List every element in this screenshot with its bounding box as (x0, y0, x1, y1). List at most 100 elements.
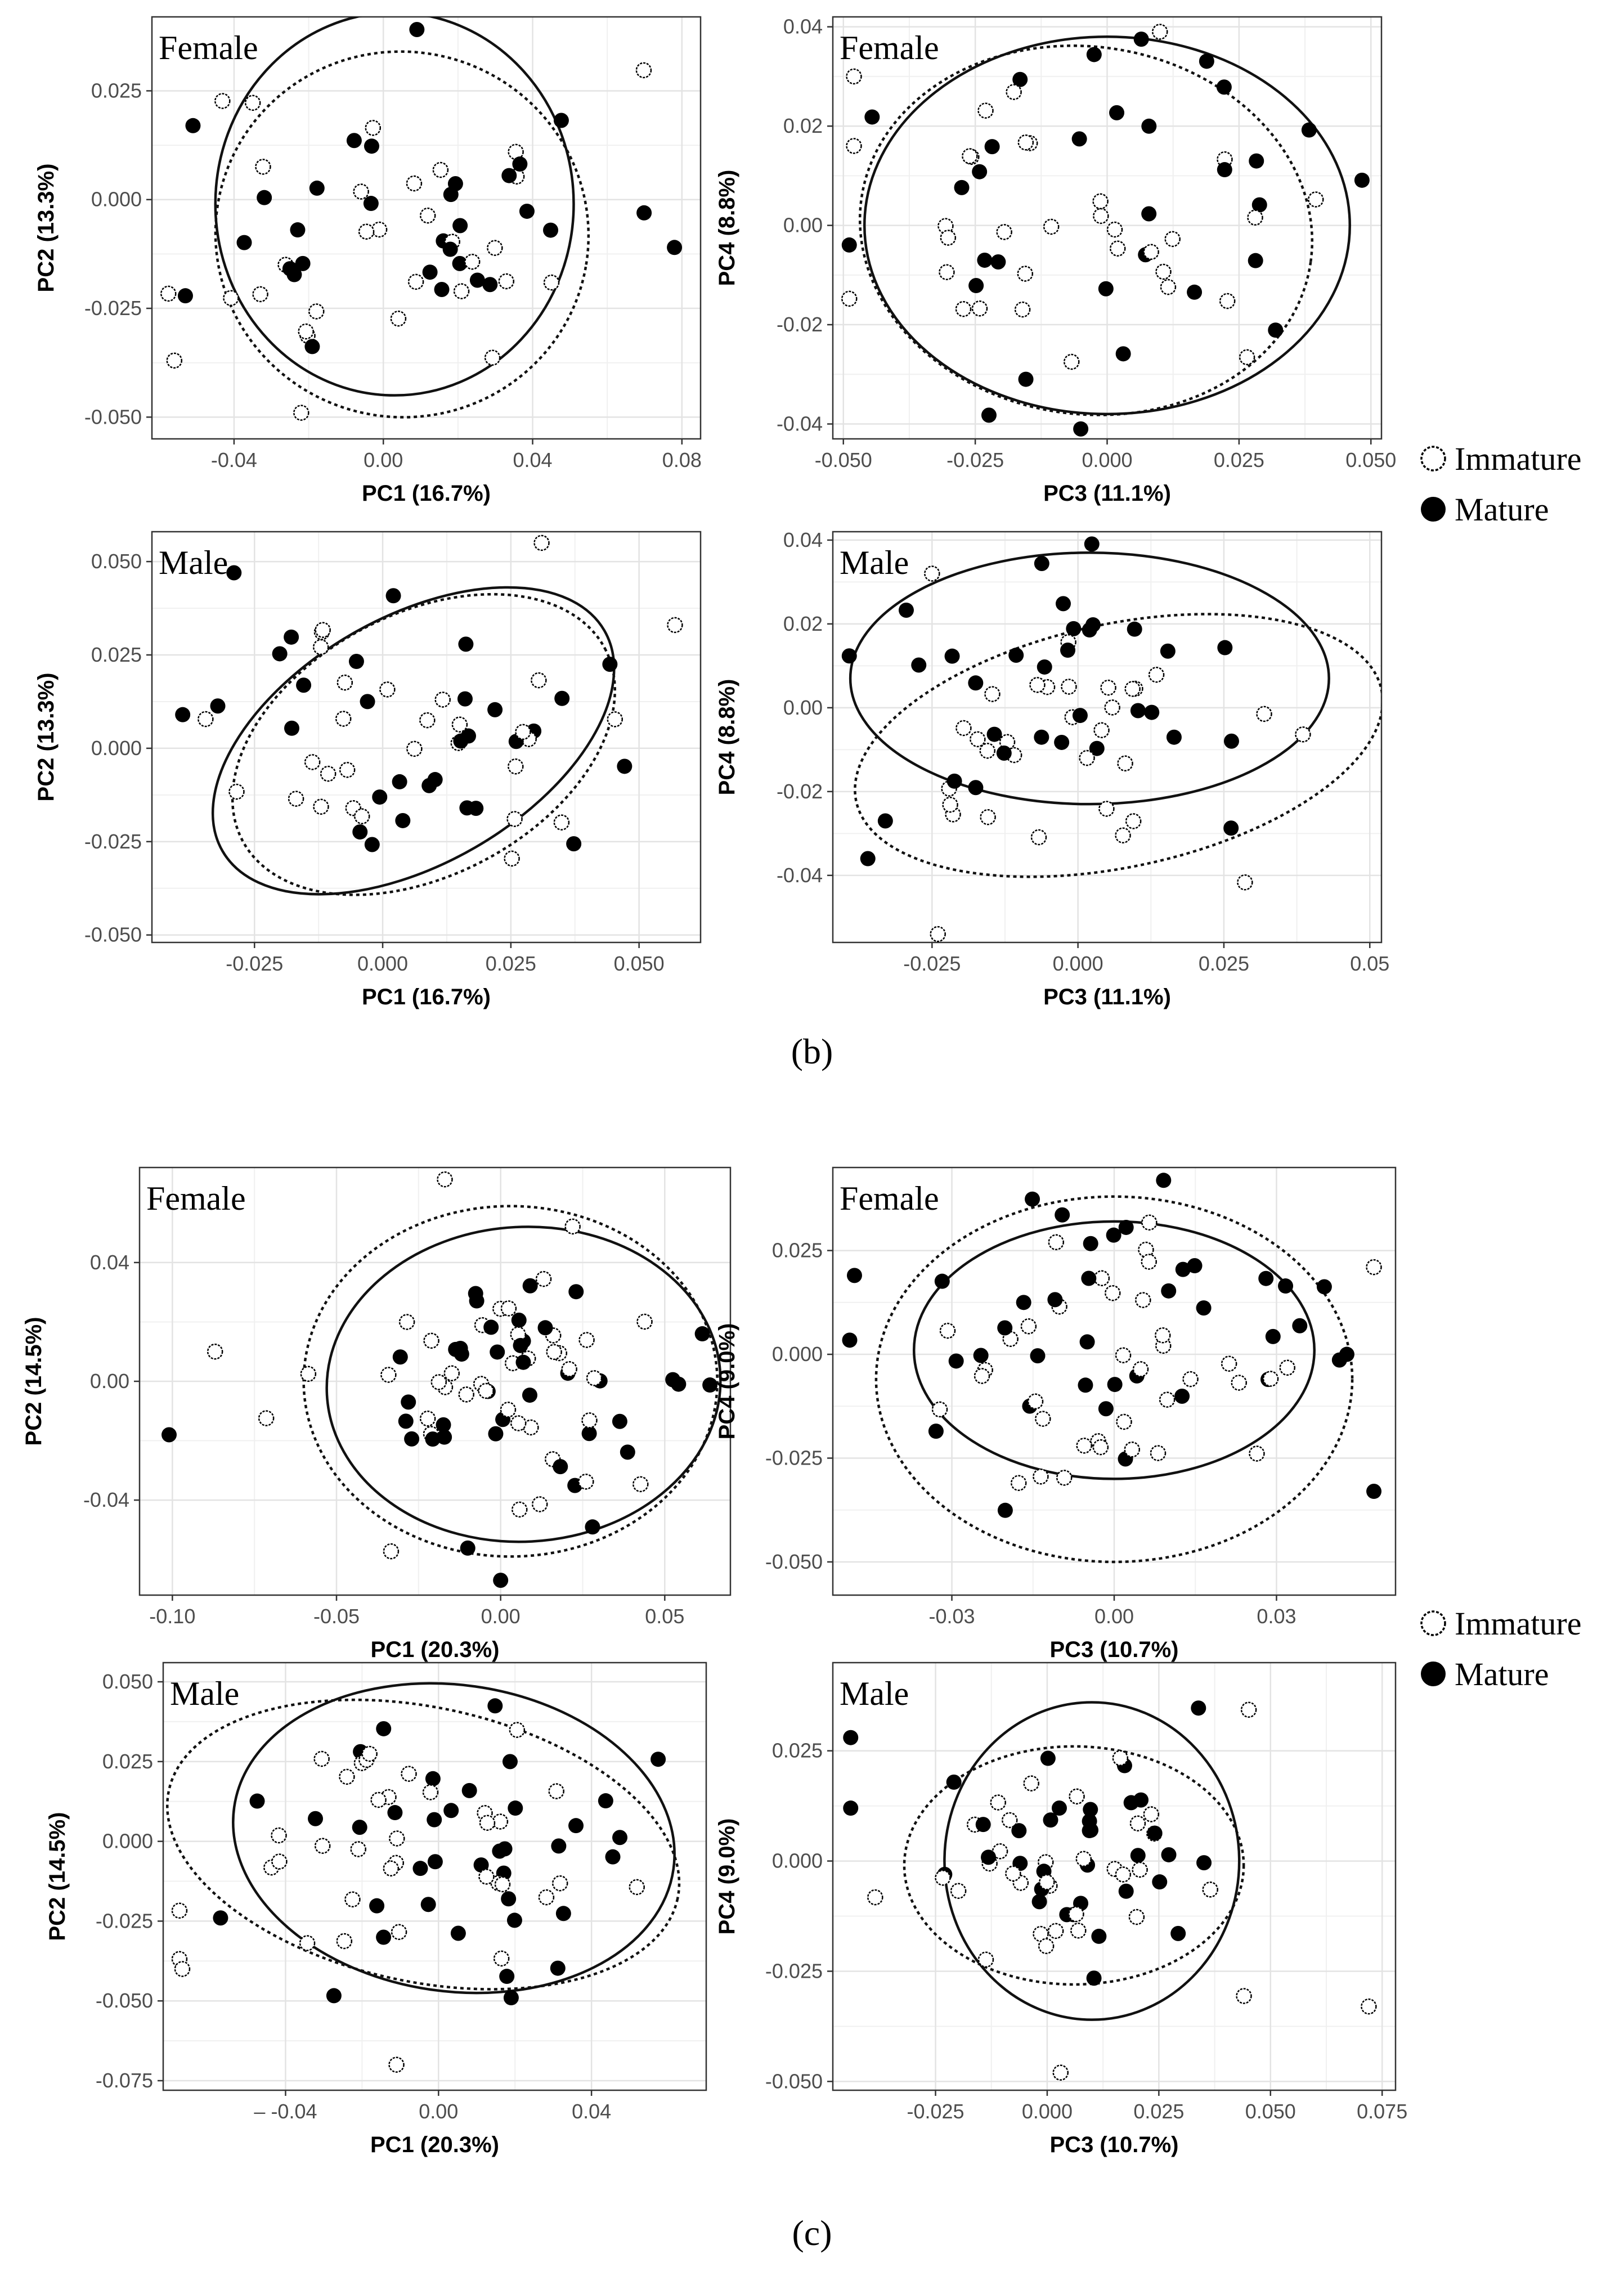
y-tick-label: 0.025 (102, 1750, 153, 1773)
y-tick-label: -0.025 (765, 1959, 823, 1982)
point-immature (464, 254, 481, 270)
point-immature (223, 290, 239, 307)
y-tick-label: -0.02 (777, 313, 823, 336)
point-immature (1043, 218, 1060, 235)
point-immature (1124, 1441, 1141, 1458)
point-mature (846, 1268, 862, 1283)
point-immature (406, 740, 423, 757)
point-immature (1132, 1361, 1149, 1377)
x-tick-label: 0.050 (1245, 2100, 1296, 2123)
point-mature (702, 1377, 718, 1393)
point-immature (939, 264, 955, 280)
point-mature (911, 657, 927, 673)
point-mature (1144, 704, 1160, 720)
point-immature (531, 1496, 548, 1512)
point-mature (553, 1459, 568, 1475)
point-immature (493, 1950, 510, 1967)
point-immature (1109, 240, 1126, 257)
x-axis-label: PC1 (16.7%) (362, 481, 491, 506)
y-tick-label: 0.02 (783, 612, 823, 635)
point-mature (1047, 1292, 1063, 1308)
ellipse-mature (211, 586, 616, 896)
point-immature (1125, 813, 1142, 829)
point-mature (1278, 1278, 1294, 1294)
point-immature (437, 1171, 453, 1188)
point-mature (1083, 1236, 1098, 1251)
point-immature (370, 1791, 387, 1808)
y-tick-label: 0.025 (772, 1739, 823, 1762)
point-mature (1152, 1874, 1168, 1890)
x-tick-label: 0.00 (419, 2100, 458, 2123)
point-mature (1223, 820, 1239, 836)
chart-female-pc3-pc4-c: -0.03 0.00 0.03 -0.050 -0.025 0.000 0.025 PC3 (… (715, 1166, 1397, 1662)
point-mature (581, 1426, 597, 1442)
point-immature (314, 1838, 331, 1854)
ellipse-immature (231, 592, 616, 896)
point-immature (531, 672, 547, 689)
point-immature (423, 1332, 439, 1349)
point-immature (1115, 827, 1131, 843)
point-mature (568, 1818, 584, 1834)
point-immature (1027, 1393, 1044, 1409)
point-mature (996, 745, 1012, 761)
point-immature (581, 1412, 598, 1429)
point-immature (494, 1876, 511, 1893)
chart-female-pc1-pc2-c: -0.10 -0.05 0.00 0.05 -0.04 0.00 0.04 PC1 (20.3… (21, 1166, 732, 1662)
point-immature (380, 1367, 397, 1383)
point-immature (207, 1343, 223, 1360)
point-mature (284, 720, 299, 736)
point-immature (508, 758, 524, 775)
point-mature (473, 1857, 489, 1873)
point-mature (348, 654, 364, 670)
point-immature (846, 68, 862, 85)
point-mature (1025, 1191, 1040, 1207)
point-mature (412, 1861, 428, 1876)
point-mature (1115, 346, 1131, 362)
point-mature (553, 113, 569, 128)
point-mature (427, 1854, 443, 1870)
point-immature (484, 349, 501, 366)
point-mature (161, 1427, 177, 1443)
point-immature (492, 1813, 509, 1830)
point-immature (365, 120, 382, 136)
point-mature (1083, 1802, 1098, 1817)
point-mature (249, 1793, 265, 1809)
ellipse-mature (943, 1701, 1241, 2021)
point-immature (1148, 666, 1165, 683)
point-mature (1166, 729, 1182, 745)
ellipse-immature (903, 1745, 1245, 1986)
point-mature (352, 1820, 367, 1835)
point-mature (1011, 1823, 1027, 1839)
point-mature (1141, 118, 1157, 134)
x-tick-label: 0.050 (1345, 448, 1396, 472)
panel-title: Male (840, 544, 909, 581)
point-immature (1017, 134, 1034, 151)
point-immature (1366, 1259, 1382, 1276)
point-mature (515, 1354, 531, 1370)
point-immature (629, 1879, 645, 1896)
point-mature (185, 118, 201, 133)
point-mature (568, 1284, 584, 1300)
point-mature (369, 1898, 385, 1914)
point-immature (304, 754, 321, 770)
point-immature (950, 1883, 967, 1899)
point-immature (632, 1476, 649, 1493)
point-mature (1133, 1792, 1149, 1808)
point-mature (1354, 172, 1370, 188)
data-layer (161, 1171, 722, 1588)
point-immature (320, 765, 337, 782)
point-mature (488, 1426, 504, 1442)
x-tick-label: 0.025 (1199, 952, 1249, 975)
point-mature (376, 1721, 392, 1736)
point-immature (358, 223, 375, 240)
point-mature (1118, 1219, 1134, 1235)
legend-immature-label-c: Immature (1455, 1605, 1581, 1642)
point-immature (1115, 1866, 1132, 1883)
point-mature (364, 837, 380, 852)
point-immature (841, 290, 858, 307)
point-immature (353, 808, 370, 825)
y-tick-label: 0.050 (102, 1670, 153, 1693)
point-mature (443, 187, 459, 203)
legend-immature-marker-c (1420, 1610, 1446, 1636)
point-immature (509, 1722, 526, 1738)
